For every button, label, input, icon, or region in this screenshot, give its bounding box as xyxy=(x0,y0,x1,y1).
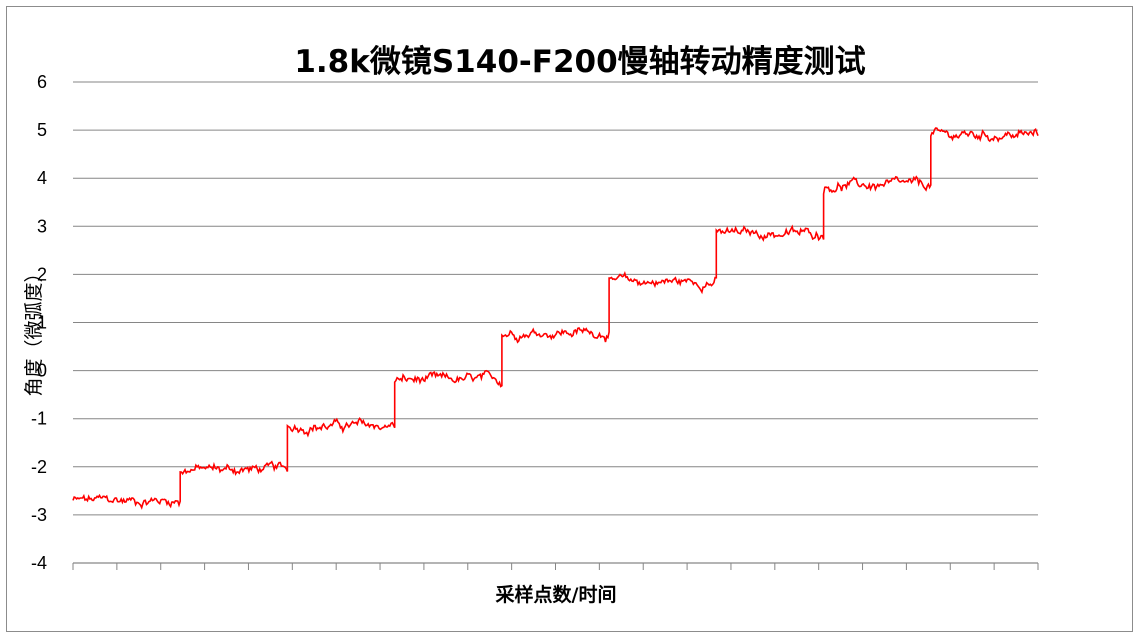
gridlines xyxy=(73,81,1038,516)
chart-frame xyxy=(6,6,1133,632)
y-tick-label: 4 xyxy=(37,168,47,188)
y-tick-label: -1 xyxy=(31,409,47,429)
y-tick-label: 6 xyxy=(37,72,47,92)
chart-title: 1.8k微镜S140-F200慢轴转动精度测试 xyxy=(294,44,865,80)
y-tick-label: 3 xyxy=(37,216,47,236)
y-tick-label: 5 xyxy=(37,120,47,140)
y-tick-label: -2 xyxy=(31,457,47,477)
y-tick-label: 2 xyxy=(37,264,47,284)
x-tick-marks xyxy=(72,563,1039,570)
x-axis-title: 采样点数/时间 xyxy=(496,583,617,606)
y-tick-label: -3 xyxy=(31,505,47,525)
y-axis-title: 角度（微弧度） xyxy=(23,263,45,396)
y-tick-label: -4 xyxy=(31,553,47,573)
y-tick-label: 1 xyxy=(37,313,47,333)
y-tick-label: 0 xyxy=(37,361,47,381)
series-line xyxy=(72,127,1039,510)
y-tick-labels: 6 5 4 3 2 1 0 -1 -2 -3 -4 xyxy=(31,72,47,573)
